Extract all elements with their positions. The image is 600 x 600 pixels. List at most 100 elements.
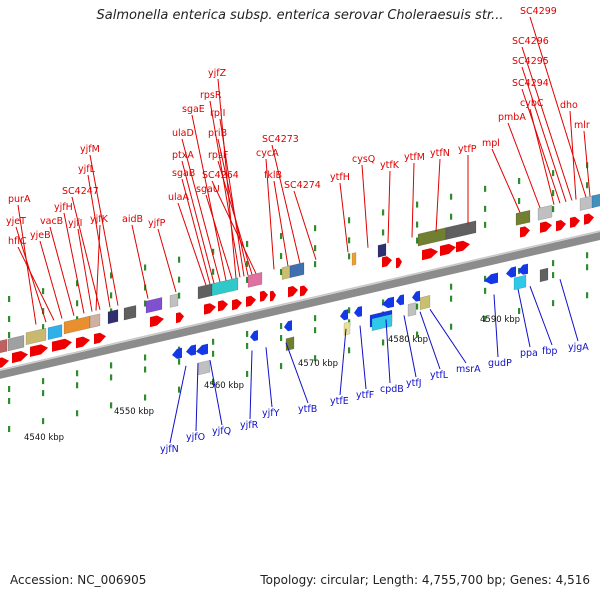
grid-dot bbox=[450, 283, 453, 290]
genome-title: Salmonella enterica subsp. enterica sero… bbox=[96, 8, 504, 23]
leader-line bbox=[521, 46, 573, 201]
leader-line bbox=[559, 279, 579, 342]
leader-line bbox=[49, 226, 75, 316]
forward-gene-label: SC4274 bbox=[284, 180, 321, 191]
grid-dot bbox=[552, 170, 555, 177]
leader-line bbox=[205, 194, 233, 280]
forward-gene-arrow bbox=[556, 220, 566, 232]
forward-gene-label: SC4273 bbox=[262, 134, 299, 145]
reverse-gene-label: yjfR bbox=[240, 420, 259, 431]
gene-feature-box bbox=[285, 336, 295, 352]
reverse-gene-arrow bbox=[396, 294, 404, 306]
grid-dot bbox=[246, 260, 249, 267]
grid-dot bbox=[348, 253, 351, 260]
forward-gene-arrow bbox=[440, 243, 456, 256]
grid-dot bbox=[314, 355, 317, 362]
reverse-gene-arrow bbox=[340, 309, 348, 321]
leader-line bbox=[273, 180, 289, 267]
leader-line bbox=[95, 224, 101, 311]
leader-line bbox=[181, 138, 221, 283]
forward-gene-label: ytfP bbox=[458, 144, 477, 155]
grid-dot bbox=[314, 245, 317, 252]
forward-gene-label: ytfH bbox=[330, 172, 350, 183]
forward-gene-label: SC4299 bbox=[520, 6, 557, 17]
grid-dot bbox=[42, 288, 45, 295]
forward-gene-arrow bbox=[76, 336, 90, 349]
leader-line bbox=[491, 148, 521, 213]
gene-feature-box bbox=[89, 313, 101, 329]
forward-gene-arrow bbox=[52, 338, 72, 352]
leader-line bbox=[219, 118, 245, 277]
grid-dot bbox=[518, 307, 521, 314]
forward-gene-label: sgaU bbox=[196, 184, 220, 195]
grid-dot bbox=[8, 385, 11, 392]
grid-dot bbox=[76, 280, 79, 287]
grid-dot bbox=[110, 292, 113, 299]
reverse-gene-label: ytfB bbox=[298, 404, 317, 415]
forward-gene-arrow bbox=[288, 286, 298, 298]
leader-line bbox=[493, 294, 499, 358]
leader-line bbox=[89, 154, 119, 306]
grid-dot bbox=[76, 382, 79, 389]
leader-line bbox=[517, 288, 531, 348]
leader-line bbox=[285, 342, 309, 404]
leader-line bbox=[209, 360, 223, 426]
gene-feature-box bbox=[197, 283, 213, 300]
grid-dot bbox=[110, 362, 113, 369]
leader-line bbox=[385, 319, 391, 384]
leader-line bbox=[569, 110, 577, 200]
forward-gene-arrow bbox=[260, 290, 268, 302]
reverse-gene-label: ppa bbox=[520, 348, 538, 359]
grid-dot bbox=[280, 323, 283, 330]
grid-dot bbox=[348, 347, 351, 354]
grid-dot bbox=[178, 256, 181, 263]
scale-tick-label: 4560 kbp bbox=[204, 381, 244, 391]
leader-line bbox=[271, 144, 301, 264]
forward-gene-arrow bbox=[232, 299, 242, 311]
forward-gene-arrow bbox=[422, 248, 438, 261]
grid-dot bbox=[586, 182, 589, 189]
reverse-gene-arrow bbox=[172, 347, 182, 359]
grid-dot bbox=[178, 292, 181, 299]
reverse-gene-arrow bbox=[354, 306, 362, 317]
leader-line bbox=[583, 130, 591, 197]
grid-dot bbox=[586, 292, 589, 299]
gene-feature-box bbox=[539, 267, 549, 283]
grid-dot bbox=[416, 221, 419, 228]
grid-dot bbox=[42, 324, 45, 331]
forward-gene-label: SC4294 bbox=[512, 78, 549, 89]
leader-line bbox=[507, 122, 541, 209]
grid-dot bbox=[212, 350, 215, 357]
gene-feature-box bbox=[247, 271, 263, 288]
forward-gene-label: aidB bbox=[122, 214, 143, 225]
forward-gene-label: cycA bbox=[256, 148, 279, 159]
grid-dot bbox=[76, 370, 79, 377]
grid-dot bbox=[8, 315, 11, 322]
gene-feature-box bbox=[513, 274, 527, 291]
leader-line bbox=[217, 160, 253, 275]
grid-dot bbox=[314, 315, 317, 322]
forward-gene-arrow bbox=[570, 216, 580, 228]
grid-dot bbox=[450, 323, 453, 330]
forward-gene-label: rpsF bbox=[208, 150, 228, 161]
gene-features bbox=[0, 193, 600, 376]
forward-gene-label: ulaD bbox=[172, 128, 194, 139]
grid-dot bbox=[416, 331, 419, 338]
leader-line bbox=[77, 228, 93, 312]
forward-gene-label: yjfL bbox=[78, 164, 96, 175]
grid-dot bbox=[484, 185, 487, 192]
grid-dot bbox=[144, 354, 147, 361]
backbone-highlight bbox=[0, 230, 600, 371]
forward-gene-arrow bbox=[30, 344, 48, 357]
reverse-gene-arrow bbox=[250, 330, 258, 342]
forward-gene-label: hflC bbox=[8, 236, 27, 247]
reverse-gene-label: msrA bbox=[456, 364, 481, 375]
leader-line bbox=[265, 347, 273, 408]
scale-tick-label: 4590 kbp bbox=[480, 315, 520, 325]
reverse-gene-label: yjfY bbox=[262, 408, 280, 419]
leader-line bbox=[249, 350, 253, 420]
grid-dot bbox=[144, 366, 147, 373]
gene-feature-box bbox=[515, 209, 531, 226]
grid-dot bbox=[552, 272, 555, 279]
